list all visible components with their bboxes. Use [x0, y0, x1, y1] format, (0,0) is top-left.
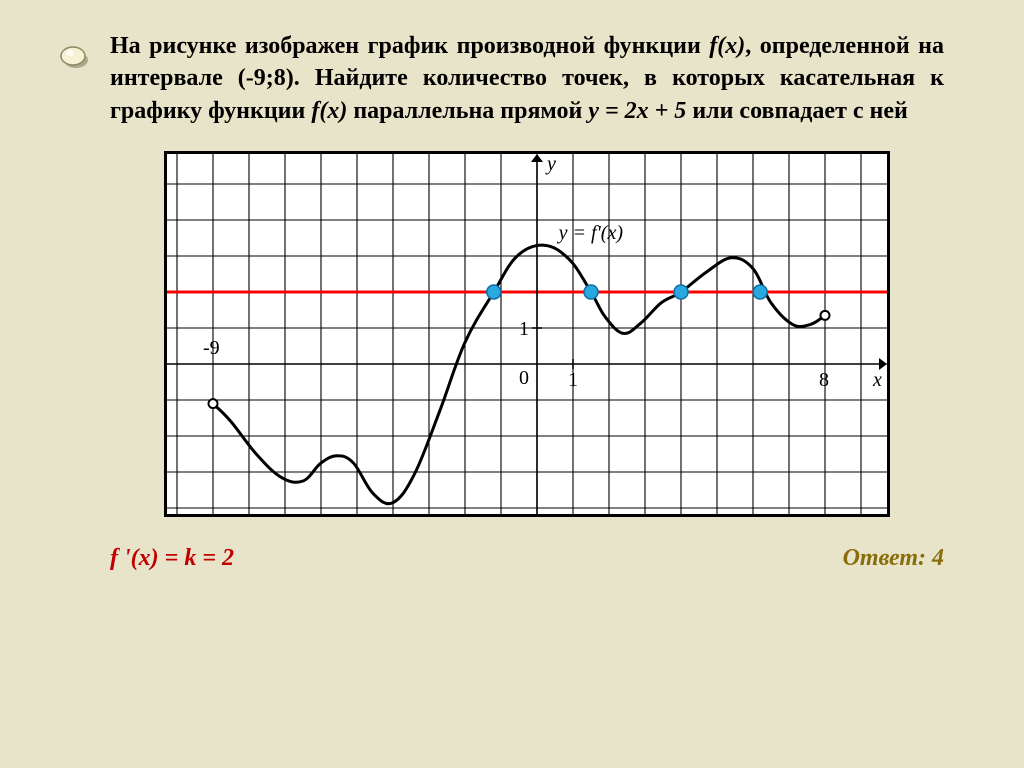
svg-text:1: 1	[519, 318, 529, 340]
svg-text:8: 8	[819, 369, 829, 391]
derivative-chart: у х у = f'(x) 0 1 1 -9 8	[164, 151, 890, 517]
problem-fx-2: f(x)	[311, 98, 347, 124]
problem-fx-1: f(x)	[709, 33, 745, 59]
svg-text:-9: -9	[203, 337, 220, 359]
problem-line: у = 2х + 5	[588, 98, 686, 124]
answer-row: f '(x) = k = 2 Ответ: 4	[110, 545, 944, 572]
svg-text:х: х	[872, 369, 882, 391]
svg-text:у = f'(x): у = f'(x)	[557, 222, 624, 244]
problem-part-3: параллельна прямой	[347, 98, 588, 124]
svg-text:1: 1	[568, 369, 578, 391]
chart-svg: у х у = f'(x) 0 1 1 -9 8	[167, 154, 887, 514]
answer-derivation: f '(x) = k = 2	[110, 545, 234, 572]
problem-part-4: или совпадает с ней	[686, 98, 908, 124]
svg-text:0: 0	[519, 367, 529, 389]
problem-text: На рисунке изображен график производной …	[110, 30, 944, 127]
answer-value: Ответ: 4	[843, 545, 944, 572]
svg-text:у: у	[545, 154, 556, 175]
problem-part-1: На рисунке изображен график производной …	[110, 33, 709, 59]
tack-icon	[58, 42, 92, 76]
